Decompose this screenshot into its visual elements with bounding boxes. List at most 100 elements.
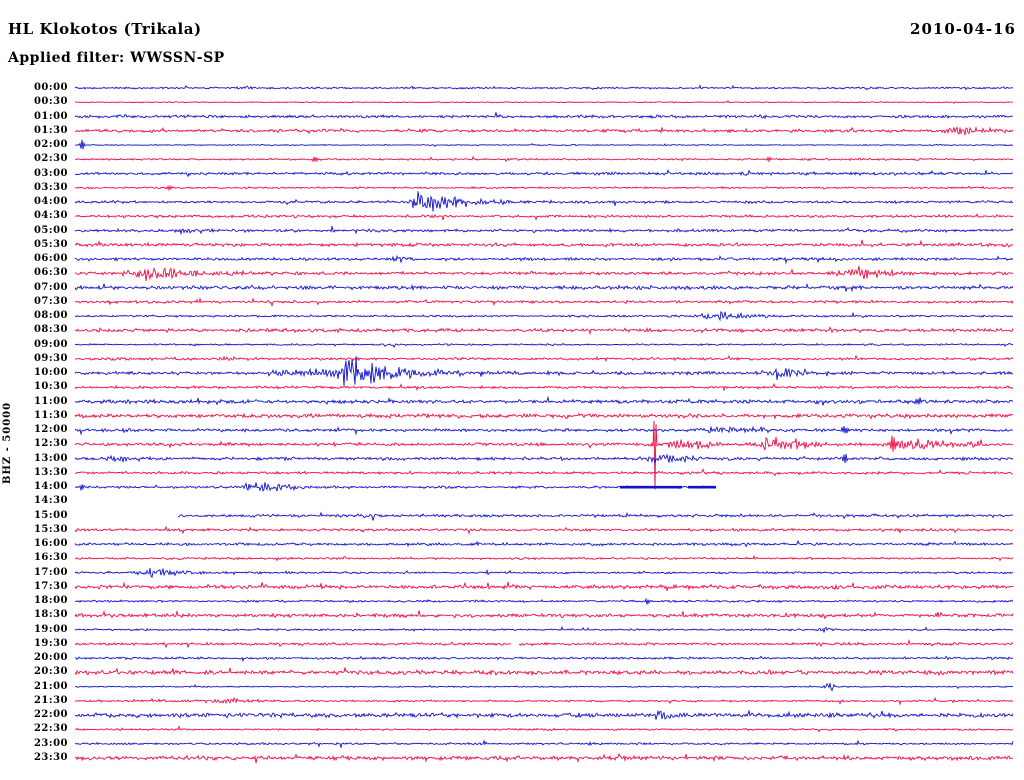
trace-row-1500 [177,511,1013,521]
trace-row-0730 [74,296,1014,308]
time-label: 16:00 [33,538,68,550]
station-title: HL Klokotos (Trikala) [8,20,202,38]
trace-row-0400 [74,191,1014,212]
trace-row-0830 [74,326,1014,336]
time-label: 23:30 [33,751,68,763]
trace-row-1630 [74,555,1014,562]
trace-row-0500 [74,225,1014,236]
trace-row-0300 [74,169,1014,178]
trace-row-1900 [74,625,1014,633]
time-label: 21:00 [33,680,68,692]
time-label: 12:00 [33,424,68,436]
time-label: 13:30 [33,466,68,478]
time-label: 16:30 [33,552,68,564]
trace-row-0030 [74,100,1014,104]
time-label: 11:00 [33,395,68,407]
trace-row-1030 [74,382,1014,392]
time-label: 21:30 [33,694,68,706]
time-label: 01:00 [33,110,68,122]
trace-row-1930 [74,641,512,649]
date-label: 2010-04-16 [910,20,1016,38]
time-label: 19:00 [33,623,68,635]
time-label: 17:30 [33,580,68,592]
time-label: 04:00 [33,196,68,208]
time-label: 15:30 [33,523,68,535]
trace-row-2200 [74,709,1014,720]
time-label: 22:00 [33,709,68,721]
time-label: 07:30 [33,295,68,307]
time-label: 11:30 [33,409,68,421]
time-label: 17:00 [33,566,68,578]
trace-row-0000 [74,84,1014,91]
trace-row-1200 [74,425,1014,436]
time-label: 03:30 [33,181,68,193]
trace-row-1530 [74,525,1014,535]
time-label: 19:30 [33,637,68,649]
time-label: 01:30 [33,124,68,136]
trace-row-1130 [74,412,1014,420]
time-label: 23:00 [33,737,68,749]
trace-row-0800 [74,310,1014,322]
trace-row-1000 [74,356,1013,387]
trace-row-0330 [74,184,1014,192]
time-label: 22:30 [33,723,68,735]
time-label: 06:00 [33,253,68,265]
trace-row-1330 [75,468,1014,477]
trace-row-1930 [518,638,1014,647]
trace-row-0430 [75,213,1014,221]
trace-row-0900 [74,342,1014,348]
trace-row-2030 [74,667,1014,677]
trace-row-0630 [74,265,1014,282]
time-label: 02:00 [33,139,68,151]
time-label: 04:30 [33,210,68,222]
trace-row-2230 [75,725,1014,733]
trace-row-1400 [74,482,717,492]
trace-row-0930 [74,354,1014,363]
time-label: 10:30 [33,381,68,393]
trace-row-1230 [74,420,1014,490]
time-label: 20:00 [33,652,68,664]
time-axis-labels: 00:00 00:30 01:00 01:30 02:00 02:30 03:00 03:30… [0,0,68,780]
trace-row-1300 [74,453,1014,465]
time-label: 00:30 [33,96,68,108]
time-label: 13:00 [33,452,68,464]
trace-row-0530 [74,239,1014,248]
trace-row-2330 [74,752,1014,764]
applied-filter-label: Applied filter: WWSSN-SP [8,50,225,66]
trace-row-0230 [74,155,1014,163]
time-label: 02:30 [33,153,68,165]
trace-row-1600 [74,539,1014,548]
trace-row-1100 [74,395,1014,406]
trace-row-1700 [74,568,1014,579]
trace-row-1730 [74,581,1014,592]
trace-row-0200 [74,139,1014,150]
time-label: 18:30 [33,609,68,621]
trace-row-1830 [74,609,1014,620]
trace-row-2100 [74,682,1014,692]
time-label: 10:00 [33,367,68,379]
time-label: 05:30 [33,238,68,250]
trace-row-0100 [74,112,1013,120]
time-label: 08:30 [33,324,68,336]
time-label: 12:30 [33,438,68,450]
time-label: 09:00 [33,338,68,350]
trace-row-0600 [74,254,1014,265]
trace-row-0130 [74,125,1014,136]
time-label: 03:00 [33,167,68,179]
time-label: 15:00 [33,509,68,521]
trace-row-2000 [74,655,1014,662]
time-label: 08:00 [33,310,68,322]
trace-row-2300 [74,739,1014,749]
time-label: 00:00 [33,82,68,93]
time-label: 09:30 [33,352,68,364]
trace-row-0700 [74,283,1014,293]
time-label: 18:00 [33,595,68,607]
trace-row-2130 [74,696,1014,706]
time-label: 20:30 [33,666,68,678]
time-label: 06:30 [33,267,68,279]
trace-row-1800 [75,597,1014,605]
time-label: 05:00 [33,224,68,236]
time-label: 07:00 [33,281,68,293]
